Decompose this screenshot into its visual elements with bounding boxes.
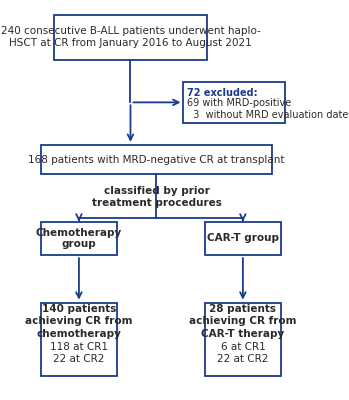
Text: 6 at CR1: 6 at CR1 xyxy=(221,342,265,352)
Text: 22 at CR2: 22 at CR2 xyxy=(53,354,105,364)
FancyBboxPatch shape xyxy=(205,302,281,376)
Text: chemotherapy: chemotherapy xyxy=(37,329,121,339)
Text: achieving CR from: achieving CR from xyxy=(25,316,133,326)
Text: 69 with MRD-positive
  3  without MRD evaluation date: 69 with MRD-positive 3 without MRD evalu… xyxy=(187,98,349,120)
Text: 240 consecutive B-ALL patients underwent haplo-
HSCT at CR from January 2016 to : 240 consecutive B-ALL patients underwent… xyxy=(1,26,260,48)
FancyBboxPatch shape xyxy=(40,302,117,376)
Text: 28 patients: 28 patients xyxy=(209,304,276,314)
Text: Chemotherapy
group: Chemotherapy group xyxy=(36,228,122,249)
Text: 168 patients with MRD-negative CR at transplant: 168 patients with MRD-negative CR at tra… xyxy=(28,154,284,164)
Text: classified by prior
treatment procedures: classified by prior treatment procedures xyxy=(92,186,222,208)
Text: achieving CR from: achieving CR from xyxy=(189,316,297,326)
Text: 118 at CR1: 118 at CR1 xyxy=(50,342,108,352)
Text: 22 at CR2: 22 at CR2 xyxy=(217,354,269,364)
Text: CAR-T group: CAR-T group xyxy=(207,234,279,244)
FancyBboxPatch shape xyxy=(205,222,281,255)
FancyBboxPatch shape xyxy=(183,82,285,123)
FancyBboxPatch shape xyxy=(54,15,207,60)
Text: 72 excluded:: 72 excluded: xyxy=(187,88,258,98)
Text: 140 patients: 140 patients xyxy=(42,304,116,314)
Text: CAR-T therapy: CAR-T therapy xyxy=(201,329,284,339)
FancyBboxPatch shape xyxy=(40,145,272,174)
FancyBboxPatch shape xyxy=(40,222,117,255)
